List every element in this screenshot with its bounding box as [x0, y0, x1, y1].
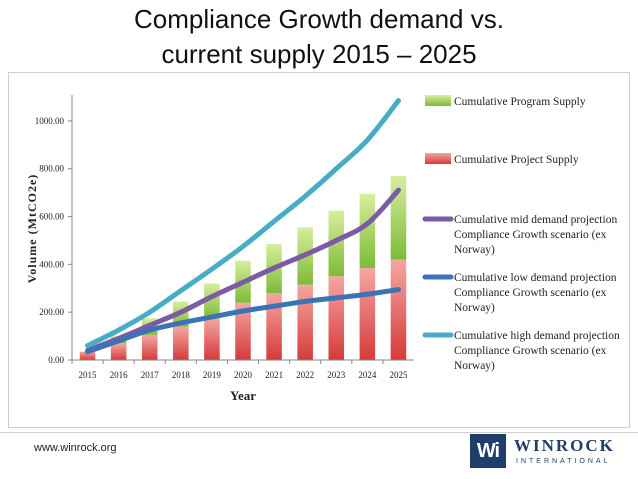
footer-divider: [0, 432, 638, 433]
legend-label-line: Cumulative high demand projection: [454, 330, 620, 342]
legend-label-line: Compliance Growth scenario (ex: [454, 345, 607, 357]
legend-label-line: Compliance Growth scenario (ex: [454, 287, 607, 299]
legend-item: Cumulative Project Supply: [425, 153, 579, 166]
bar-project-supply-2021: [266, 293, 282, 360]
y-tick-label: 1000.00: [35, 116, 65, 126]
legend-item: Cumulative low demand projection Complian…: [422, 272, 617, 314]
x-tick-label: 2025: [389, 370, 408, 380]
legend-label-line: Norway): [454, 244, 495, 256]
legend-label: Cumulative mid demand projection Complian…: [454, 214, 617, 256]
legend-label: Cumulative Program Supply: [454, 96, 586, 108]
bar-project-supply-2020: [235, 302, 251, 360]
bar-project-supply-2017: [141, 334, 158, 360]
legend-label: Cumulative high demand projection Complia…: [454, 330, 620, 372]
bar-project-supply-2023: [328, 276, 345, 360]
winrock-logo-name: WINROCK: [514, 436, 615, 455]
line-low-demand: [85, 286, 401, 355]
x-tick-label: 2024: [358, 370, 377, 380]
bar-project-supply-2015: [79, 351, 96, 360]
legend-label-line: Cumulative low demand projection: [454, 272, 617, 284]
y-tick-label: 0.00: [48, 355, 64, 365]
x-tick-label: 2023: [327, 370, 346, 380]
y-tick-label: 400.00: [39, 259, 64, 269]
bar-project-supply-2018: [173, 326, 189, 360]
bar-project-supply-2016: [110, 343, 127, 360]
y-tick-label: 800.00: [39, 164, 64, 174]
bar-program-supply-2024: [359, 193, 376, 268]
x-tick-label: 2016: [110, 370, 129, 380]
y-tick-label: 200.00: [39, 307, 64, 317]
legend-label: Cumulative Project Supply: [454, 154, 579, 166]
bar-project-supply-2019: [204, 318, 220, 360]
x-tick-label: 2017: [141, 370, 160, 380]
legend-label-line: Cumulative Project Supply: [454, 154, 579, 166]
legend-label-line: Norway): [454, 360, 495, 372]
x-tick-label: 2021: [265, 370, 283, 380]
legend-label-line: Compliance Growth scenario (ex: [454, 229, 607, 241]
winrock-logo: Wi WINROCK INTERNATIONAL: [470, 428, 620, 472]
winrock-logo-mark: Wi: [470, 434, 506, 468]
x-tick-label: 2019: [203, 370, 222, 380]
bar-project-supply-2025: [390, 259, 407, 360]
slide-title-line-1: Compliance Growth demand vs.: [134, 4, 504, 34]
legend-label-line: Cumulative mid demand projection: [454, 214, 617, 226]
winrock-logo-subtitle: INTERNATIONAL: [516, 458, 611, 465]
y-tick-label: 600.00: [39, 212, 64, 222]
y-axis-title: Volume (MtCO2e): [25, 174, 39, 284]
x-tick-label: 2020: [234, 370, 253, 380]
legend-label-line: Norway): [454, 302, 495, 314]
bar-project-supply-2024: [359, 267, 376, 360]
legend-item: Cumulative mid demand projection Complian…: [422, 214, 617, 256]
line-high-demand: [85, 98, 401, 349]
line-mid-demand: [85, 187, 401, 353]
x-axis-title: Year: [230, 388, 256, 403]
legend-item: Cumulative high demand projection Complia…: [422, 330, 620, 372]
slide-title-line-2: current supply 2015 – 2025: [161, 39, 477, 69]
slide-title: Compliance Growth demand vs. current sup…: [0, 2, 638, 72]
x-tick-label: 2022: [296, 370, 314, 380]
x-tick-label: 2015: [79, 370, 98, 380]
legend-swatch: [425, 95, 451, 106]
bar-project-supply-2022: [297, 284, 313, 360]
bar-program-supply-2023: [328, 210, 345, 277]
footer-url[interactable]: www.winrock.org: [34, 442, 117, 454]
legend-label-line: Cumulative Program Supply: [454, 96, 586, 108]
x-tick-label: 2018: [172, 370, 191, 380]
legend-swatch: [425, 153, 451, 164]
legend-label: Cumulative low demand projection Complian…: [454, 272, 617, 314]
legend-item: Cumulative Program Supply: [425, 95, 586, 108]
